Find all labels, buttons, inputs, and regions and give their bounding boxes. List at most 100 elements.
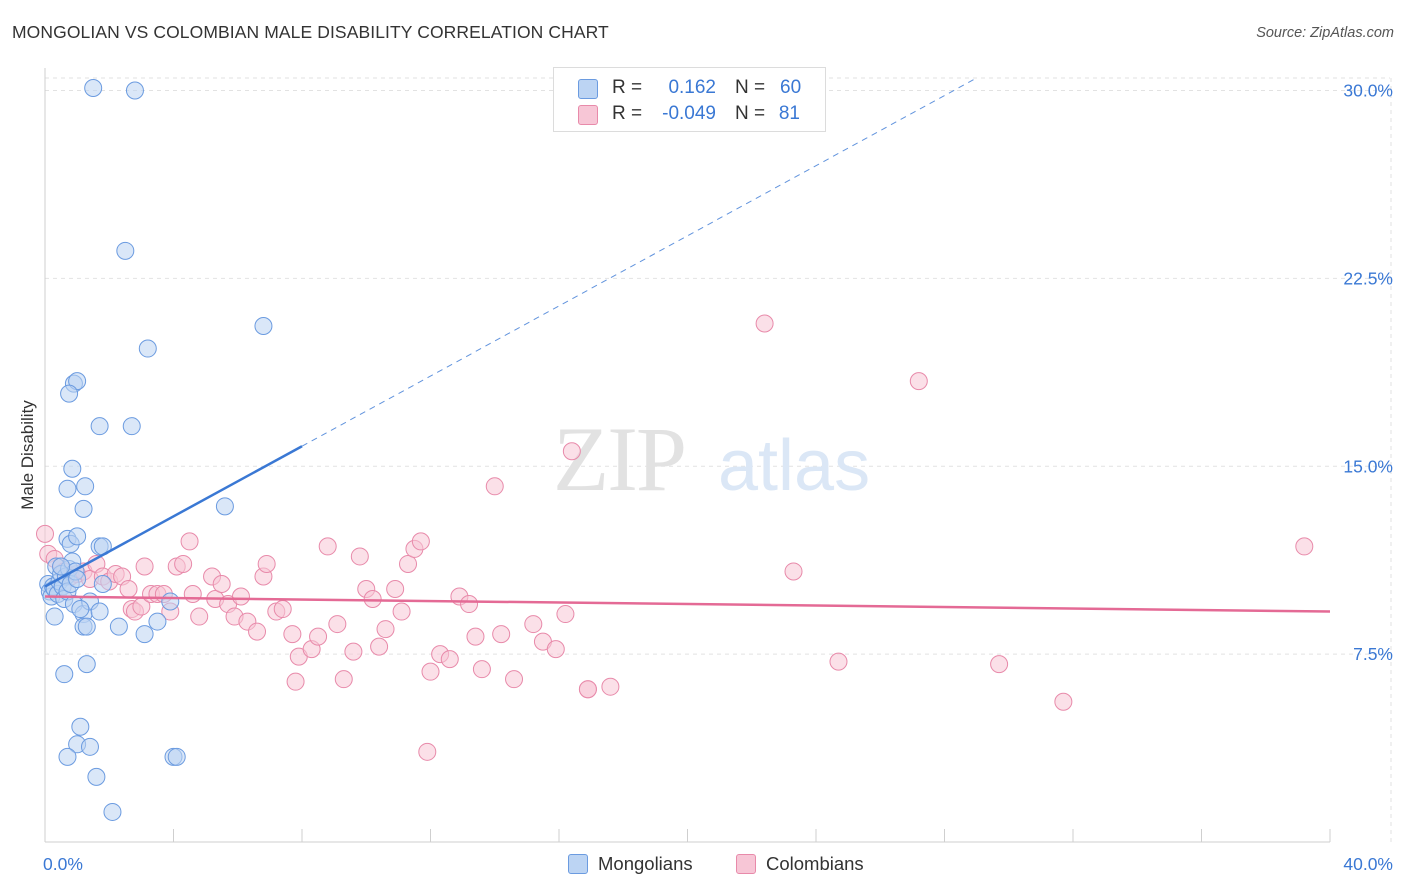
colombian-point xyxy=(472,660,491,679)
mongolian-point xyxy=(55,665,74,684)
mongolian-point xyxy=(76,477,95,496)
watermark-atlas: atlas xyxy=(718,426,870,506)
axis-layer xyxy=(44,68,1331,843)
stats-legend: R = 0.162 N = 60 R = -0.049 N = 81 xyxy=(553,67,826,132)
mongolian-point xyxy=(167,747,186,766)
chart-source: Source: ZipAtlas.com xyxy=(1256,25,1394,41)
trend-lines xyxy=(44,77,1331,613)
mongolian-point xyxy=(93,574,112,593)
colombian-point xyxy=(318,537,337,556)
colombian-point xyxy=(392,602,411,621)
colombian-point xyxy=(273,600,292,619)
colombian-point xyxy=(562,442,581,461)
colombian-point xyxy=(601,677,620,696)
y-tick-label: 30.0% xyxy=(1343,81,1393,101)
legend-n-value-mongolians: 60 xyxy=(780,77,802,98)
colombian-point xyxy=(829,652,848,671)
mongolian-point xyxy=(74,499,93,518)
bottom-legend-swatch-mongolians xyxy=(568,854,588,874)
legend-swatch-mongolians xyxy=(578,79,598,99)
colombian-point xyxy=(370,637,389,656)
colombians-points xyxy=(36,314,1314,761)
watermark: ZIP atlas xyxy=(553,408,870,510)
mongolian-point xyxy=(109,617,128,636)
legend-n-label: N = xyxy=(735,77,766,98)
colombian-point xyxy=(440,650,459,669)
colombian-point xyxy=(257,554,276,573)
mongolian-point xyxy=(161,592,180,611)
colombian-point xyxy=(283,625,302,644)
mongolian-point xyxy=(52,557,71,576)
mongolian-point xyxy=(90,417,109,436)
colombian-point xyxy=(485,477,504,496)
colombian-point xyxy=(466,627,485,646)
colombian-point xyxy=(180,532,199,551)
bottom-legend-swatch-colombians xyxy=(736,854,756,874)
mongolian-point xyxy=(215,497,234,516)
mongolian-point xyxy=(135,625,154,644)
x-tick-label: 0.0% xyxy=(43,854,83,874)
legend-r-value-colombians: -0.049 xyxy=(662,103,716,124)
colombian-point xyxy=(990,655,1009,674)
colombian-point xyxy=(174,554,193,573)
mongolian-point xyxy=(125,81,144,100)
mongolian-point xyxy=(58,479,77,498)
mongolian-point xyxy=(63,459,82,478)
colombian-point xyxy=(286,672,305,691)
y-axis-label: Male Disability xyxy=(18,400,37,510)
legend-r-value-mongolians: 0.162 xyxy=(668,77,716,98)
colombian-point xyxy=(190,607,209,626)
mongolians-trend-line xyxy=(44,445,303,588)
colombian-point xyxy=(309,627,328,646)
legend-row-colombians: R = -0.049 N = 81 xyxy=(554,101,825,127)
colombian-point xyxy=(1054,692,1073,711)
colombian-point xyxy=(460,595,479,614)
colombian-point xyxy=(334,670,353,689)
colombian-point xyxy=(399,554,418,573)
legend-r-label: R = xyxy=(612,77,643,98)
colombian-point xyxy=(418,742,437,761)
legend-n-label: N = xyxy=(735,103,766,124)
mongolian-point xyxy=(71,600,90,619)
legend-swatch-colombians xyxy=(578,105,598,125)
colombian-point xyxy=(119,580,138,599)
chart-title: MONGOLIAN VS COLOMBIAN MALE DISABILITY C… xyxy=(12,22,609,42)
bottom-legend-label-colombians: Colombians xyxy=(766,853,864,874)
colombian-point xyxy=(386,580,405,599)
mongolian-point xyxy=(122,417,141,436)
colombian-point xyxy=(1295,537,1314,556)
mongolian-point xyxy=(71,717,90,736)
colombian-point xyxy=(411,532,430,551)
colombian-point xyxy=(755,314,774,333)
colombian-point xyxy=(36,524,54,543)
colombian-point xyxy=(344,642,363,661)
mongolian-point xyxy=(116,241,135,260)
mongolian-point xyxy=(45,607,64,626)
mongolians-points xyxy=(39,79,273,821)
mongolian-point xyxy=(58,747,77,766)
colombians-trend-line xyxy=(44,595,1331,613)
colombian-point xyxy=(376,620,395,639)
mongolian-point xyxy=(90,602,109,621)
y-tick-label: 22.5% xyxy=(1343,268,1393,288)
mongolian-point xyxy=(148,612,167,631)
colombian-point xyxy=(784,562,803,581)
mongolians-trend-extension xyxy=(301,77,977,447)
colombian-point xyxy=(135,557,154,576)
y-tick-label: 7.5% xyxy=(1353,644,1393,664)
legend-n-value-colombians: 81 xyxy=(778,103,800,124)
colombian-point xyxy=(231,587,250,606)
colombian-point xyxy=(248,622,267,641)
mongolian-point xyxy=(138,339,157,358)
y-tick-label: 15.0% xyxy=(1343,456,1393,476)
mongolian-point xyxy=(84,79,103,98)
colombian-point xyxy=(492,625,511,644)
colombian-point xyxy=(524,615,543,634)
colombian-point xyxy=(505,670,524,689)
mongolian-point xyxy=(77,617,96,636)
mongolian-point xyxy=(103,802,122,821)
colombian-point xyxy=(578,680,597,699)
colombian-point xyxy=(183,585,202,604)
bottom-legend-label-mongolians: Mongolians xyxy=(598,853,693,874)
